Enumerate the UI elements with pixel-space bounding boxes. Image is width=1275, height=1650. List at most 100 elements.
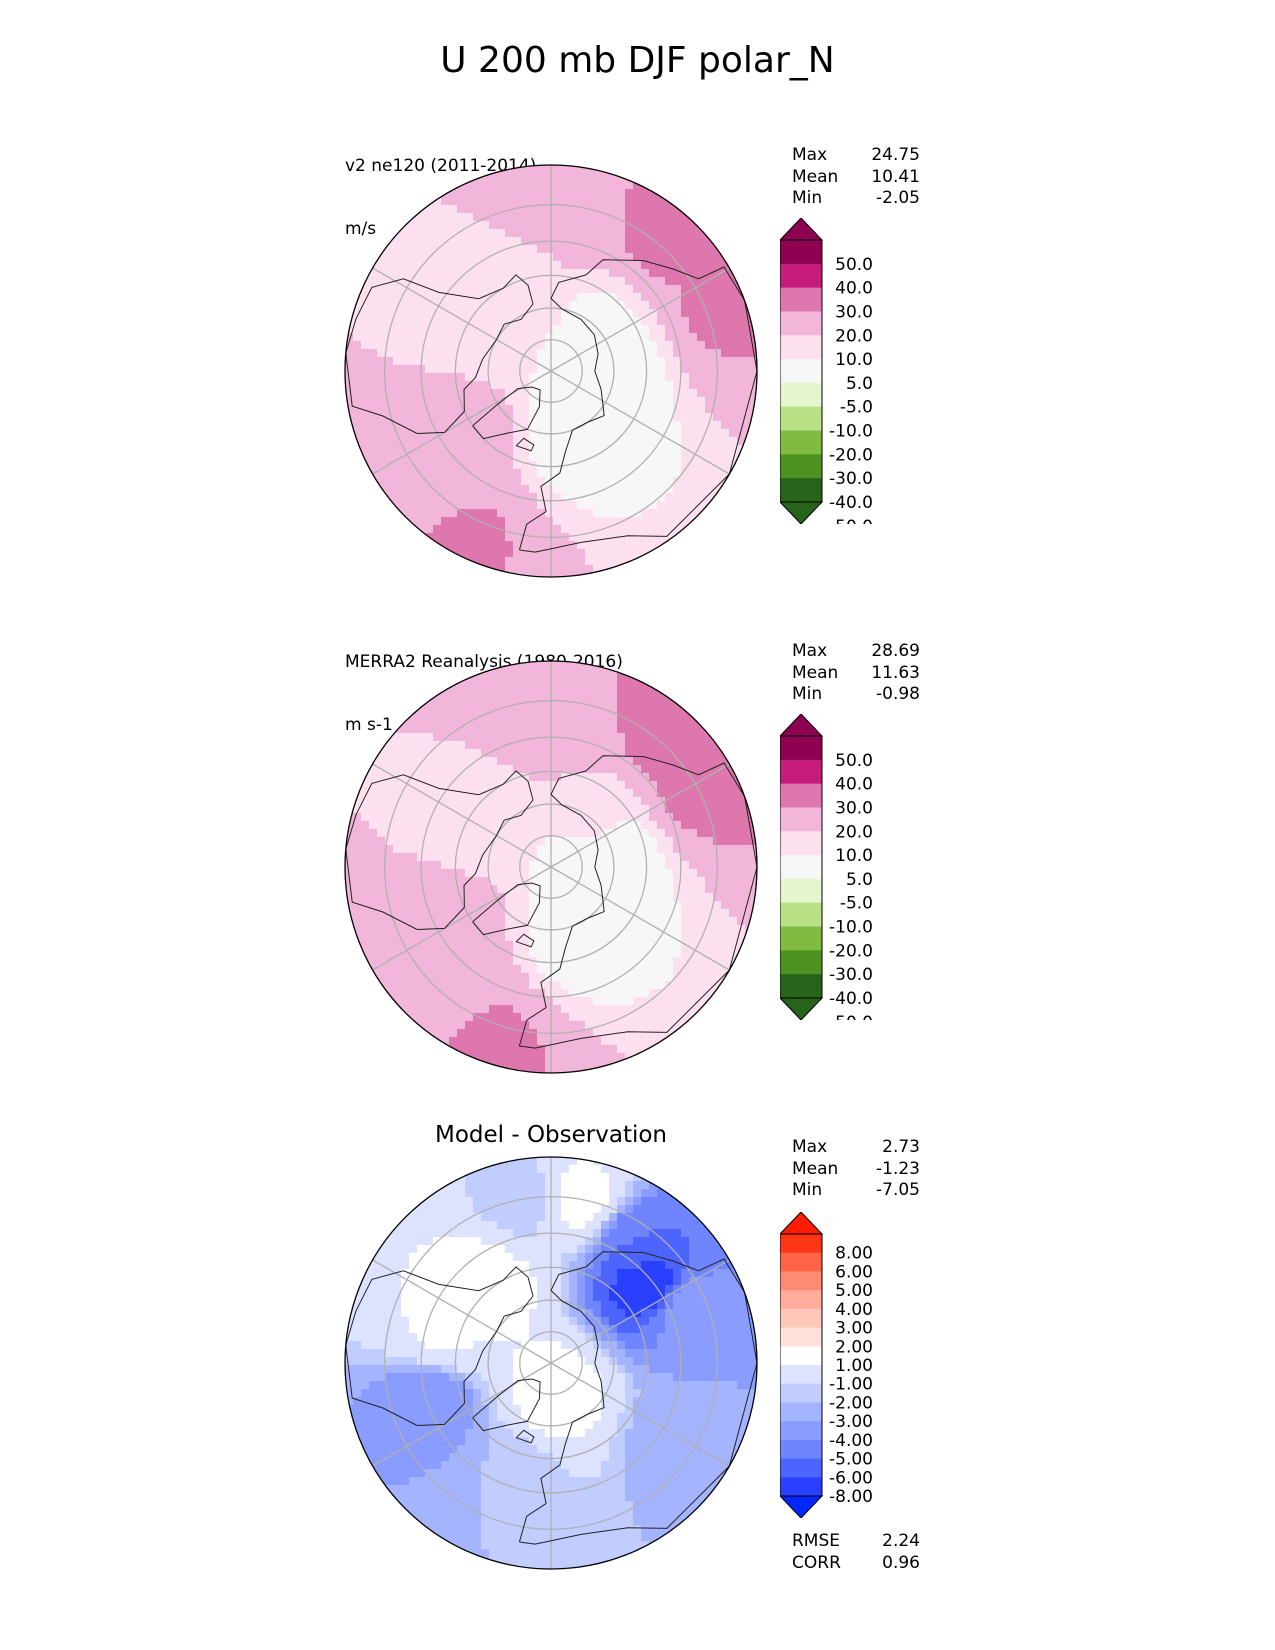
field-cell (465, 357, 474, 366)
field-cell (417, 333, 426, 342)
field-cell (561, 317, 570, 326)
field-cell (593, 429, 602, 438)
field-cell (713, 941, 722, 950)
field-cell (673, 445, 682, 454)
field-cell (377, 909, 386, 918)
field-cell (529, 469, 538, 478)
field-cell (529, 933, 538, 942)
field-cell (705, 325, 714, 334)
field-cell (505, 525, 514, 534)
field-cell (529, 765, 538, 774)
field-cell (585, 661, 594, 670)
field-cell (657, 773, 666, 782)
field-cell (673, 389, 682, 398)
field-cell (537, 765, 546, 774)
field-cell (537, 517, 546, 526)
field-cell (361, 821, 370, 830)
field-cell (385, 749, 394, 758)
field-cell (529, 269, 538, 278)
field-cell (481, 1029, 490, 1038)
field-cell (561, 1005, 570, 1014)
field-cell (369, 373, 378, 382)
field-cell (633, 1181, 642, 1190)
field-cell (625, 1213, 634, 1222)
field-cell (537, 197, 546, 206)
field-cell (433, 765, 442, 774)
field-cell (521, 1237, 530, 1246)
field-cell (465, 213, 474, 222)
field-cell (537, 885, 546, 894)
field-cell (577, 317, 586, 326)
field-cell (401, 333, 410, 342)
field-cell (585, 917, 594, 926)
field-cell (457, 189, 466, 198)
field-cell (481, 805, 490, 814)
field-cell (625, 941, 634, 950)
field-cell (705, 901, 714, 910)
field-cell (513, 765, 522, 774)
field-cell (569, 565, 578, 574)
field-cell (361, 373, 370, 382)
field-cell (577, 877, 586, 886)
field-cell (369, 453, 378, 462)
field-cell (505, 405, 514, 414)
field-cell (521, 701, 530, 710)
field-cell (553, 1205, 562, 1214)
field-cell (601, 269, 610, 278)
field-cell (697, 885, 706, 894)
field-cell (689, 829, 698, 838)
field-cell (545, 685, 554, 694)
field-cell (433, 749, 442, 758)
field-cell (689, 717, 698, 726)
field-cell (537, 413, 546, 422)
field-cell (625, 485, 634, 494)
field-cell (553, 661, 562, 670)
field-cell (433, 821, 442, 830)
field-cell (481, 197, 490, 206)
field-cell (665, 389, 674, 398)
field-cell (465, 269, 474, 278)
field-cell (569, 877, 578, 886)
field-cell (633, 677, 642, 686)
field-cell (377, 893, 386, 902)
field-cell (393, 989, 402, 998)
field-cell (657, 309, 666, 318)
field-cell (377, 453, 386, 462)
field-cell (681, 917, 690, 926)
field-cell (641, 749, 650, 758)
field-cell (609, 237, 618, 246)
field-cell (625, 885, 634, 894)
field-cell (553, 405, 562, 414)
field-cell (465, 453, 474, 462)
field-cell (505, 1013, 514, 1022)
field-cell (545, 701, 554, 710)
field-cell (473, 445, 482, 454)
field-cell (561, 389, 570, 398)
field-cell (369, 317, 378, 326)
field-cell (497, 789, 506, 798)
field-cell (393, 765, 402, 774)
field-cell (449, 349, 458, 358)
field-cell (561, 661, 570, 670)
field-cell (345, 853, 354, 862)
field-cell (641, 1005, 650, 1014)
field-cell (545, 1037, 554, 1046)
field-cell (385, 301, 394, 310)
field-cell (713, 293, 722, 302)
field-cell (577, 957, 586, 966)
field-cell (529, 253, 538, 262)
field-cell (593, 413, 602, 422)
field-cell (361, 805, 370, 814)
field-cell (609, 1221, 618, 1230)
field-cell (705, 797, 714, 806)
field-cell (441, 1237, 450, 1246)
field-cell (681, 493, 690, 502)
panel1-title: v2 ne120 (2011-2014) m/s (345, 114, 536, 261)
field-cell (657, 405, 666, 414)
field-cell (729, 901, 738, 910)
field-cell (505, 237, 514, 246)
field-cell (673, 933, 682, 942)
field-cell (521, 285, 530, 294)
field-cell (481, 1045, 490, 1054)
field-cell (609, 1029, 618, 1038)
